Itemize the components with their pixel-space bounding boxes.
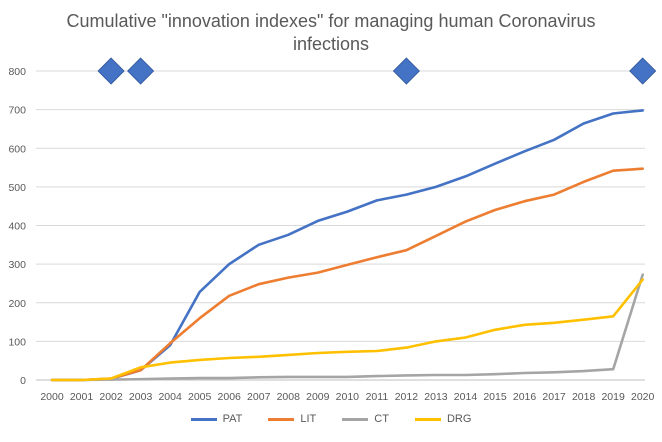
legend-swatch: [268, 417, 295, 421]
chart-title: Cumulative "innovation indexes" for mana…: [66, 11, 596, 54]
legend: PAT LIT CT DRG: [0, 413, 662, 425]
diamond-marker: [127, 57, 155, 85]
x-tick-label: 2011: [366, 391, 389, 403]
y-tick-label: 700: [8, 105, 26, 117]
x-tick-label: 2018: [572, 391, 596, 403]
y-tick-label: 800: [8, 66, 26, 78]
x-tick-label: 2019: [601, 391, 625, 403]
legend-label: PAT: [222, 413, 243, 425]
x-tick-label: 2005: [188, 391, 212, 403]
x-tick-label: 2015: [483, 391, 507, 403]
gridlines: [36, 70, 645, 381]
x-tick-label: 2006: [218, 391, 242, 403]
legend-label: CT: [374, 413, 389, 425]
x-tick-label: 2000: [40, 391, 64, 403]
series-line-pat: [50, 109, 645, 382]
y-axis-ticks: 0 100 200 300 400 500 600 700 800: [8, 66, 26, 387]
legend-item-lit: LIT: [268, 413, 316, 425]
x-tick-label: 2004: [158, 391, 182, 403]
y-tick-label: 400: [8, 221, 26, 233]
x-tick-label: 2016: [513, 391, 537, 403]
x-tick-label: 2020: [631, 391, 655, 403]
x-tick-label: 2012: [395, 391, 419, 403]
series-line-lit: [50, 167, 645, 382]
y-tick-label: 200: [8, 298, 26, 310]
legend-item-ct: CT: [342, 413, 389, 425]
legend-swatch: [190, 417, 217, 421]
series-lines: [50, 109, 645, 382]
legend-swatch: [414, 417, 441, 421]
x-tick-label: 2007: [247, 391, 271, 403]
event-markers: [97, 57, 657, 85]
diamond-marker: [392, 57, 420, 85]
legend-swatch: [342, 417, 369, 421]
series-line-drg: [50, 278, 645, 382]
x-tick-label: 2017: [542, 391, 566, 403]
diamond-marker: [97, 57, 125, 85]
legend-item-pat: PAT: [190, 413, 243, 425]
x-tick-label: 2013: [424, 391, 448, 403]
x-tick-label: 2001: [70, 391, 94, 403]
y-tick-label: 300: [8, 259, 26, 271]
x-tick-label: 2009: [306, 391, 330, 403]
y-tick-label: 600: [8, 143, 26, 155]
x-tick-label: 2002: [99, 391, 123, 403]
x-tick-label: 2010: [336, 391, 360, 403]
x-tick-label: 2008: [277, 391, 301, 403]
y-tick-label: 500: [8, 182, 26, 194]
x-axis-ticks: 2000 2001 2002 2003 2004 2005 2006 2007 2008 2009…: [40, 391, 654, 403]
diamond-marker: [629, 57, 657, 85]
series-line-ct: [50, 273, 645, 382]
y-tick-label: 100: [8, 336, 26, 348]
y-tick-label: 0: [20, 375, 26, 387]
legend-label: LIT: [300, 413, 317, 425]
legend-label: DRG: [446, 413, 472, 425]
x-tick-label: 2014: [454, 391, 478, 403]
x-tick-label: 2003: [129, 391, 153, 403]
legend-item-drg: DRG: [414, 413, 472, 425]
